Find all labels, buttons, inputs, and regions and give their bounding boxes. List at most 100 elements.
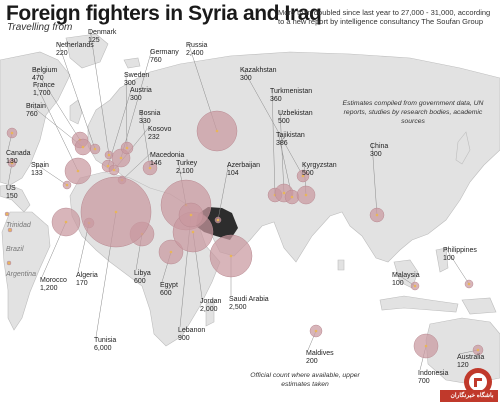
leader-spain xyxy=(32,161,68,186)
fighter-count-turkmenistan: 360 xyxy=(270,96,282,103)
leader-philippines xyxy=(444,246,470,285)
fighter-count-spain: 133 xyxy=(31,170,43,177)
country-name-turkey: Turkey xyxy=(176,160,198,167)
country-name-tajikistan: Tajikistan xyxy=(276,132,305,139)
leader-netherlands xyxy=(57,41,96,150)
center-dot-indonesia xyxy=(424,344,428,348)
country-name-russia: Russia xyxy=(186,42,208,49)
country-name-philippines: Philippines xyxy=(443,247,477,254)
country-name-china: China xyxy=(370,143,388,150)
center-dot-saudi-arabia xyxy=(229,254,233,258)
center-dot-china xyxy=(375,213,379,217)
center-dot-philippines xyxy=(467,282,471,286)
country-name-austria: Austria xyxy=(130,87,152,94)
center-dot-kyrgyzstan xyxy=(304,193,308,197)
news-logo xyxy=(440,368,498,402)
center-dot-austria xyxy=(106,164,110,168)
fighter-count-china: 300 xyxy=(370,151,382,158)
country-name-egypt: Egypt xyxy=(160,282,178,289)
leader-germany xyxy=(120,48,153,159)
leader-denmark xyxy=(89,28,110,156)
center-dot-us xyxy=(10,161,14,165)
center-dot-lebanon xyxy=(189,213,193,217)
fighter-count-uzbekistan: 500 xyxy=(278,118,290,125)
country-name-britain: Britain xyxy=(26,103,46,110)
country-name-malaysia: Malaysia xyxy=(392,272,420,279)
country-name-azerbaijan: Azerbaijan xyxy=(227,162,260,169)
country-name-australia: Australia xyxy=(457,354,484,361)
center-dot-morocco xyxy=(64,220,68,224)
center-dot-spain xyxy=(65,183,69,187)
country-name-uzbekistan: Uzbekistan xyxy=(278,110,313,117)
country-name-indonesia: Indonesia xyxy=(418,370,448,377)
center-dot-argentina xyxy=(7,261,11,265)
center-dot-brazil xyxy=(8,228,12,232)
header-note: More than doubled since last year to 27,… xyxy=(278,8,491,27)
center-dot-tunisia xyxy=(114,210,118,214)
center-dot-egypt xyxy=(169,250,173,254)
map-title: Foreign fighters in Syria and Iraq xyxy=(6,2,322,25)
fighter-count-russia: 2,400 xyxy=(186,50,204,57)
fighter-count-turkey: 2,100 xyxy=(176,168,194,175)
fighter-count-egypt: 600 xyxy=(160,290,172,297)
japan-land xyxy=(455,131,471,165)
logo-text: باشگاه خبرنگاران xyxy=(450,393,494,399)
leader-macedonia xyxy=(121,151,153,181)
britain-land xyxy=(69,99,83,125)
leader-belgium xyxy=(33,66,81,141)
country-name-bosnia: Bosnia xyxy=(139,110,161,117)
center-dot-denmark xyxy=(107,153,111,157)
country-name-kazakhstan: Kazakhstan xyxy=(240,67,277,74)
fighter-count-canada: 130 xyxy=(6,158,18,165)
country-name-germany: Germany xyxy=(150,49,179,56)
fighter-count-belgium: 470 xyxy=(32,75,44,82)
country-name-sweden: Sweden xyxy=(124,72,149,79)
center-dot-jordan xyxy=(191,230,195,234)
fighter-count-algeria: 170 xyxy=(76,280,88,287)
country-name-trinidad: Trinidad xyxy=(6,222,32,229)
country-name-france: France xyxy=(33,82,55,89)
country-name-canada: Canada xyxy=(6,150,31,157)
indonesia-land xyxy=(379,295,459,313)
fighter-count-azerbaijan: 104 xyxy=(227,170,239,177)
country-name-macedonia: Macedonia xyxy=(150,152,184,159)
center-dot-bosnia xyxy=(148,166,152,170)
country-name-algeria: Algeria xyxy=(76,272,98,279)
fighter-count-tunisia: 6,000 xyxy=(94,345,112,352)
leader-france xyxy=(34,81,79,172)
country-name-netherlands: Netherlands xyxy=(56,42,94,49)
fighter-count-malaysia: 100 xyxy=(392,280,404,287)
leader-china xyxy=(371,142,378,216)
country-name-argentina: Argentina xyxy=(5,271,36,278)
fighter-count-tajikistan: 386 xyxy=(276,140,288,147)
leader-kazakhstan xyxy=(241,66,304,177)
philippines-land xyxy=(435,247,449,273)
country-name-spain: Spain xyxy=(31,162,49,169)
sources-note: Estimates compiled from government data,… xyxy=(342,100,484,125)
center-dot-malaysia xyxy=(413,284,417,288)
center-dot-germany xyxy=(119,156,123,160)
map-subtitle: Travelling from xyxy=(7,22,73,33)
country-name-brazil: Brazil xyxy=(6,246,24,253)
fighter-count-kyrgyzstan: 500 xyxy=(302,170,314,177)
fighter-count-austria: 300 xyxy=(130,95,142,102)
fighter-count-france: 1,700 xyxy=(33,90,51,97)
country-name-maldives: Maldives xyxy=(306,350,334,357)
fighter-count-australia: 120 xyxy=(457,362,469,369)
country-name-lebanon: Lebanon xyxy=(178,327,205,334)
fighter-count-morocco: 1,200 xyxy=(40,285,58,292)
country-name-us: US xyxy=(6,185,16,192)
leader-azerbaijan xyxy=(217,161,230,221)
fighter-count-maldives: 200 xyxy=(306,358,318,365)
center-dot-maldives xyxy=(314,329,318,333)
madagascar-land xyxy=(205,299,215,327)
iceland-land xyxy=(123,57,141,69)
center-dot-netherlands xyxy=(93,147,97,151)
center-dot-tajikistan xyxy=(290,195,294,199)
center-dot-russia xyxy=(215,129,219,133)
fighter-bubbles xyxy=(4,110,484,359)
country-name-kosovo: Kosovo xyxy=(148,126,171,133)
country-name-turkmenistan: Turkmenistan xyxy=(270,88,312,95)
